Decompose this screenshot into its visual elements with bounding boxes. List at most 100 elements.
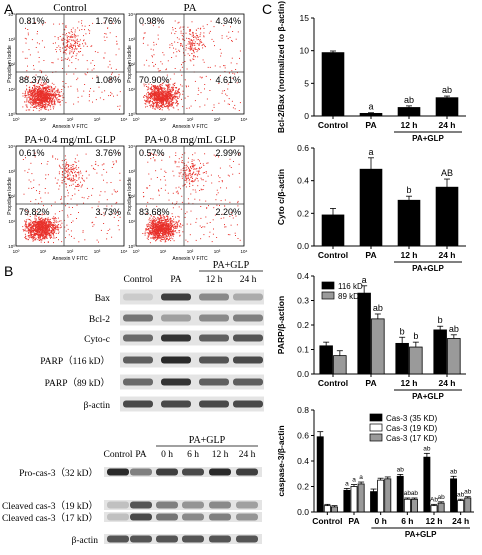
- flow-event-dot: [157, 233, 158, 234]
- flow-event-dot: [227, 89, 228, 90]
- flow-event-dot: [97, 240, 98, 241]
- flow-event-dot: [203, 189, 204, 190]
- flow-event-dot: [164, 176, 165, 177]
- flow-event-dot: [69, 60, 70, 61]
- flow-event-dot: [178, 89, 179, 90]
- flow-event-dot: [224, 224, 225, 225]
- flow-event-dot: [156, 226, 157, 227]
- flow-event-dot: [34, 89, 35, 90]
- flow-event-dot: [39, 61, 40, 62]
- flow-event-dot: [110, 32, 111, 33]
- flow-event-dot: [32, 234, 33, 235]
- flow-event-dot: [37, 94, 38, 95]
- flow-event-dot: [95, 161, 96, 162]
- flow-event-dot: [115, 191, 116, 192]
- flow-event-dot: [65, 169, 66, 170]
- flow-event-dot: [173, 108, 174, 109]
- flow-event-dot: [69, 52, 70, 53]
- flow-event-dot: [70, 171, 71, 172]
- flow-event-dot: [143, 192, 144, 193]
- flow-event-dot: [59, 232, 60, 233]
- flow-event-dot: [174, 98, 175, 99]
- flow-event-dot: [145, 101, 146, 102]
- flow-event-dot: [170, 91, 171, 92]
- flow-event-dot: [71, 167, 72, 168]
- flow-event-dot: [170, 220, 171, 221]
- flow-event-dot: [157, 219, 158, 220]
- flow-event-dot: [164, 230, 165, 231]
- flow-event-dot: [152, 91, 153, 92]
- flow-event-dot: [199, 40, 200, 41]
- flow-event-dot: [76, 55, 77, 56]
- flow-event-dot: [45, 90, 46, 91]
- flow-event-dot: [43, 88, 44, 89]
- flow-event-dot: [147, 202, 148, 203]
- flow-event-dot: [189, 180, 190, 181]
- flow-event-dot: [45, 178, 46, 179]
- flow-event-dot: [65, 58, 66, 59]
- flow-event-dot: [25, 97, 26, 98]
- flow-event-dot: [43, 91, 44, 92]
- flow-event-dot: [180, 223, 181, 224]
- flow-event-dot: [48, 217, 49, 218]
- flow-event-dot: [68, 169, 69, 170]
- flow-event-dot: [77, 91, 78, 92]
- flow-event-dot: [180, 94, 181, 95]
- flow-event-dot: [203, 35, 204, 36]
- flow-event-dot: [80, 173, 81, 174]
- flow-event-dot: [200, 34, 201, 35]
- flow-event-dot: [237, 202, 238, 203]
- flow-event-dot: [78, 241, 79, 242]
- flow-event-dot: [53, 236, 54, 237]
- flow-event-dot: [29, 223, 30, 224]
- flow-event-dot: [89, 100, 90, 101]
- flow-event-dot: [218, 175, 219, 176]
- flow-event-dot: [168, 232, 169, 233]
- flow-event-dot: [232, 174, 233, 175]
- flow-event-dot: [240, 240, 241, 241]
- flow-x-tick-label: 10⁴: [121, 249, 128, 254]
- flow-event-dot: [229, 73, 230, 74]
- flow-event-dot: [175, 227, 176, 228]
- flow-event-dot: [44, 97, 45, 98]
- flow-event-dot: [151, 232, 152, 233]
- flow-event-dot: [145, 107, 146, 108]
- flow-event-dot: [194, 199, 195, 200]
- flow-event-dot: [23, 159, 24, 160]
- flow-event-dot: [50, 93, 51, 94]
- flow-event-dot: [176, 99, 177, 100]
- flow-event-dot: [48, 105, 49, 106]
- flow-event-dot: [173, 84, 174, 85]
- flow-event-dot: [51, 95, 52, 96]
- flow-event-dot: [78, 178, 79, 179]
- flow-event-dot: [116, 162, 117, 163]
- flow-x-tick-label: 10⁰: [13, 249, 20, 254]
- flow-event-dot: [50, 98, 51, 99]
- flow-event-dot: [188, 38, 189, 39]
- flow-event-dot: [60, 167, 61, 168]
- flow-event-dot: [92, 23, 93, 24]
- flow-event-dot: [104, 58, 105, 59]
- flow-event-dot: [148, 87, 149, 88]
- flow-event-dot: [58, 59, 59, 60]
- flow-event-dot: [229, 98, 230, 99]
- flow-event-dot: [53, 238, 54, 239]
- flow-event-dot: [80, 182, 81, 183]
- flow-event-dot: [172, 224, 173, 225]
- flow-event-dot: [50, 109, 51, 110]
- flow-event-dot: [37, 234, 38, 235]
- flow-event-dot: [158, 235, 159, 236]
- flow-event-dot: [167, 224, 168, 225]
- flow-event-dot: [173, 48, 174, 49]
- flow-event-dot: [153, 42, 154, 43]
- flow-event-dot: [38, 105, 39, 106]
- flow-event-dot: [190, 29, 191, 30]
- flow-event-dot: [42, 40, 43, 41]
- flow-event-dot: [104, 90, 105, 91]
- flow-event-dot: [226, 36, 227, 37]
- flow-event-dot: [190, 194, 191, 195]
- flow-event-dot: [188, 41, 189, 42]
- flow-event-dot: [154, 45, 155, 46]
- flow-event-dot: [169, 109, 170, 110]
- flow-event-dot: [29, 49, 30, 50]
